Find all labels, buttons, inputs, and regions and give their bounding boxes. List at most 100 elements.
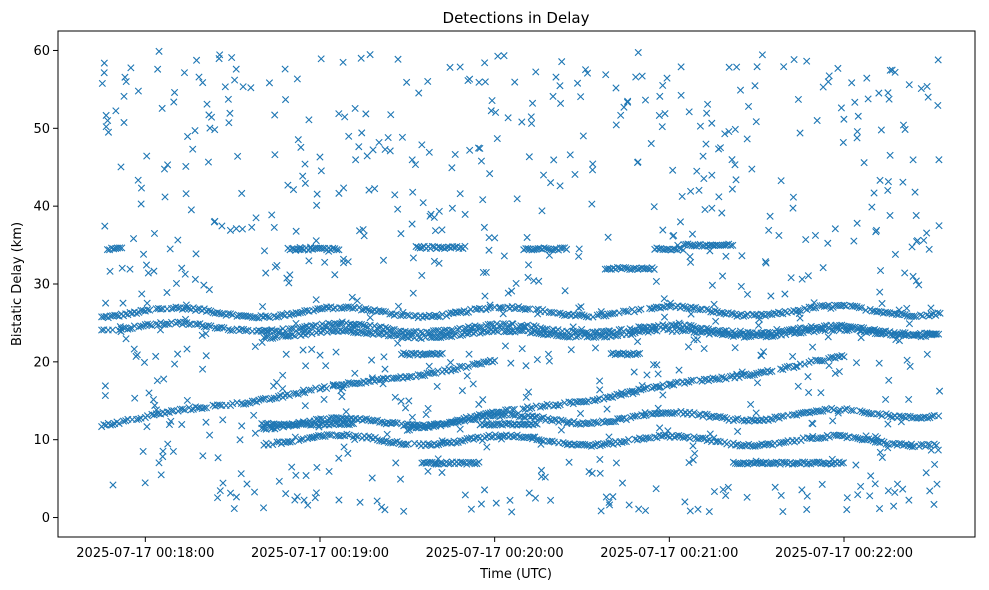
data-point <box>510 405 518 413</box>
data-point <box>790 411 799 419</box>
data-point <box>216 487 224 495</box>
data-point <box>270 420 278 428</box>
data-point <box>262 269 270 277</box>
data-point <box>530 277 538 285</box>
data-point <box>229 311 237 319</box>
data-point <box>819 264 827 272</box>
data-point <box>687 258 695 266</box>
data-point <box>427 312 435 320</box>
data-point <box>651 326 659 334</box>
data-point <box>325 467 333 475</box>
data-point <box>766 310 774 318</box>
data-point <box>483 328 491 336</box>
data-point <box>802 235 810 244</box>
data-point <box>403 373 411 382</box>
data-point <box>379 307 387 315</box>
data-point <box>781 363 789 372</box>
data-point <box>523 233 531 242</box>
data-point <box>541 473 549 481</box>
data-point <box>799 458 807 466</box>
data-point <box>149 396 158 404</box>
data-point <box>535 329 543 338</box>
data-point <box>722 375 730 383</box>
data-point <box>708 171 716 179</box>
data-point <box>852 434 860 442</box>
data-point <box>513 195 521 203</box>
data-point <box>199 452 207 460</box>
data-point <box>381 365 389 373</box>
data-point <box>696 306 704 314</box>
data-point <box>394 302 403 310</box>
data-point <box>806 409 814 417</box>
data-point <box>492 108 500 117</box>
data-point <box>448 204 456 212</box>
data-point <box>106 421 114 429</box>
data-point <box>565 398 573 406</box>
data-point <box>195 73 203 81</box>
data-point <box>143 299 151 307</box>
data-point <box>478 436 487 445</box>
data-point <box>535 436 543 444</box>
data-point <box>620 103 628 111</box>
data-point <box>117 328 125 336</box>
data-point <box>824 239 832 247</box>
data-point <box>876 448 884 456</box>
data-point <box>554 309 562 317</box>
data-point <box>644 265 652 273</box>
data-point <box>600 333 609 341</box>
y-axis: 0 10 20 30 40 50 60 <box>33 44 58 526</box>
data-point <box>633 158 642 167</box>
data-point <box>838 432 847 440</box>
data-point <box>528 99 537 107</box>
data-point <box>740 441 748 449</box>
data-point <box>905 81 913 89</box>
data-point <box>167 318 176 326</box>
data-point <box>461 210 469 218</box>
data-point <box>192 250 200 258</box>
data-point <box>686 253 694 261</box>
data-point <box>242 400 250 408</box>
data-point <box>739 312 748 320</box>
data-point <box>133 309 141 317</box>
data-point <box>381 145 389 154</box>
data-point <box>524 273 532 281</box>
data-point <box>835 367 843 376</box>
data-point <box>319 244 327 253</box>
data-point <box>622 264 630 272</box>
data-point <box>714 437 722 445</box>
data-point <box>349 304 357 313</box>
data-point <box>183 396 191 405</box>
data-point <box>461 417 469 425</box>
data-point <box>154 409 163 418</box>
data-point <box>903 356 911 364</box>
data-point <box>825 354 833 363</box>
data-point <box>143 306 152 314</box>
data-point <box>638 381 646 390</box>
data-point <box>633 412 641 420</box>
data-point <box>909 156 917 164</box>
data-point <box>207 322 215 330</box>
data-point <box>920 236 928 244</box>
chart-title: Detections in Delay <box>443 9 590 27</box>
data-point <box>274 392 283 400</box>
data-point <box>935 387 944 395</box>
data-point <box>549 92 557 100</box>
data-point <box>707 412 716 420</box>
data-point <box>294 136 302 144</box>
data-point <box>631 412 639 420</box>
data-point <box>917 414 925 422</box>
data-point <box>878 437 886 445</box>
data-point <box>163 320 171 328</box>
data-point <box>157 471 165 479</box>
data-point <box>867 436 875 444</box>
data-point <box>273 378 281 387</box>
data-point <box>434 312 442 321</box>
data-point <box>753 379 762 387</box>
data-point <box>343 420 351 429</box>
data-point <box>239 83 247 91</box>
data-point <box>789 352 797 361</box>
data-point <box>727 241 735 250</box>
data-point <box>226 226 235 234</box>
data-point <box>100 69 108 77</box>
data-point <box>884 178 892 186</box>
